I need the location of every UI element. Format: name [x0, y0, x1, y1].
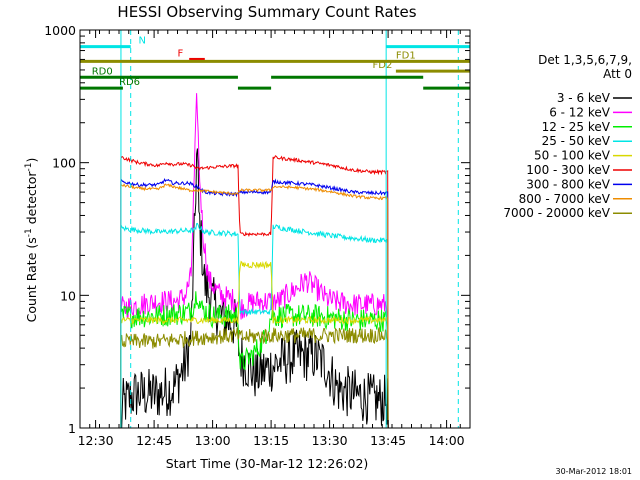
legend-label: 3 - 6 keV	[557, 91, 611, 105]
y-tick-label: 1000	[44, 23, 76, 38]
flag-label: RD0	[92, 66, 113, 77]
legend-label: 7000 - 20000 keV	[503, 206, 610, 220]
footer-timestamp: 30-Mar-2012 18:01	[556, 467, 633, 476]
legend-label: 25 - 50 keV	[542, 134, 611, 148]
x-tick-label: 13:00	[195, 433, 231, 448]
y-label-part: )	[24, 158, 39, 163]
y-tick-label: 10	[60, 288, 76, 303]
x-axis-label: Start Time (30-Mar-12 12:26:02)	[166, 456, 369, 471]
y-label-superscript: -1	[24, 163, 34, 172]
flag-label: FD1	[396, 50, 416, 61]
x-tick-label: 12:45	[136, 433, 172, 448]
series-line	[120, 183, 389, 429]
series-line	[120, 155, 389, 429]
flag-label: FD2	[373, 60, 393, 71]
flag-label: N	[139, 36, 146, 47]
x-tick-label: 13:45	[370, 433, 406, 448]
flag-label: RD6	[119, 77, 140, 88]
series-line	[120, 93, 389, 429]
flag-label: F	[178, 48, 184, 59]
y-tick-label: 100	[52, 156, 76, 171]
legend-label: 6 - 12 keV	[549, 105, 611, 119]
saa-boundary-lines	[120, 30, 459, 428]
y-label-part: Count Rate (s	[24, 237, 39, 322]
series-line	[120, 148, 389, 429]
legend-label: 12 - 25 keV	[542, 120, 611, 134]
series-layer	[120, 93, 389, 429]
legend-label: 800 - 7000 keV	[519, 192, 611, 206]
y-tick-label: 1	[68, 421, 76, 436]
x-tick-label: 13:15	[253, 433, 289, 448]
legend-label: 100 - 300 keV	[526, 163, 610, 177]
legend-header-line1: Det 1,3,5,6,7,9,	[538, 53, 632, 67]
legend-label: 50 - 100 keV	[534, 149, 611, 163]
axis-ticks: 12:30 12:45 13:00 13:15 13:30 13:45 14:00 1 10 10…	[44, 23, 471, 448]
y-label-superscript: -1	[24, 228, 34, 237]
series-line	[120, 327, 389, 429]
y-label-part: detector	[24, 171, 39, 229]
legend-label: 300 - 800 keV	[526, 177, 610, 191]
x-tick-label: 14:00	[429, 433, 465, 448]
series-line	[120, 178, 389, 429]
x-tick-label: 13:30	[312, 433, 348, 448]
series-line	[120, 260, 389, 429]
chart-title: HESSI Observing Summary Count Rates	[117, 3, 416, 21]
y-axis-label: Count Rate (s-1 detector-1)	[24, 158, 39, 323]
legend-header-line2: Att 0	[603, 67, 632, 81]
series-line	[120, 222, 389, 429]
x-tick-label: 12:30	[78, 433, 114, 448]
